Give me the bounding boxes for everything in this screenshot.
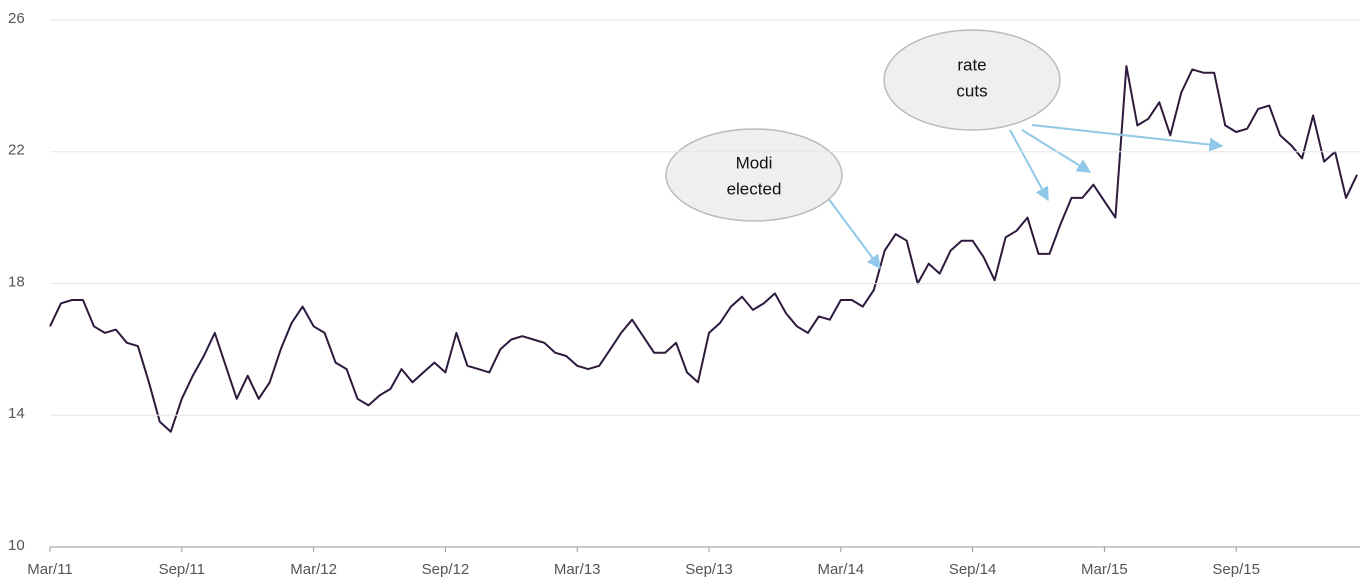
arrow xyxy=(821,189,881,270)
y-tick-label: 26 xyxy=(8,10,25,27)
callout xyxy=(665,128,843,222)
x-tick-label: Sep/14 xyxy=(949,561,997,578)
x-tick-label: Mar/15 xyxy=(1081,561,1128,578)
x-tick-label: Sep/12 xyxy=(422,561,470,578)
y-tick-label: 10 xyxy=(8,537,25,554)
y-tick-label: 14 xyxy=(8,405,25,422)
annotation-text: cuts xyxy=(956,81,987,100)
arrow xyxy=(1031,124,1224,152)
arrow xyxy=(1021,129,1092,173)
x-tick-label: Sep/15 xyxy=(1212,561,1260,578)
x-tick-label: Mar/12 xyxy=(290,561,337,578)
arrows xyxy=(821,124,1224,270)
x-tick-label: Sep/13 xyxy=(685,561,733,578)
x-tick-label: Mar/11 xyxy=(27,561,73,578)
callout xyxy=(883,29,1061,131)
x-tick-label: Mar/13 xyxy=(554,561,601,578)
annotation-text: Modi xyxy=(736,153,773,172)
annotation-text: rate xyxy=(957,55,986,74)
arrow xyxy=(1009,129,1049,202)
y-tick-label: 18 xyxy=(8,273,25,290)
line-series xyxy=(49,65,1358,433)
y-tick-label: 22 xyxy=(8,142,25,159)
x-tick-label: Sep/11 xyxy=(159,561,205,578)
annotation-text: elected xyxy=(727,179,782,198)
x-tick-label: Mar/14 xyxy=(817,561,864,578)
